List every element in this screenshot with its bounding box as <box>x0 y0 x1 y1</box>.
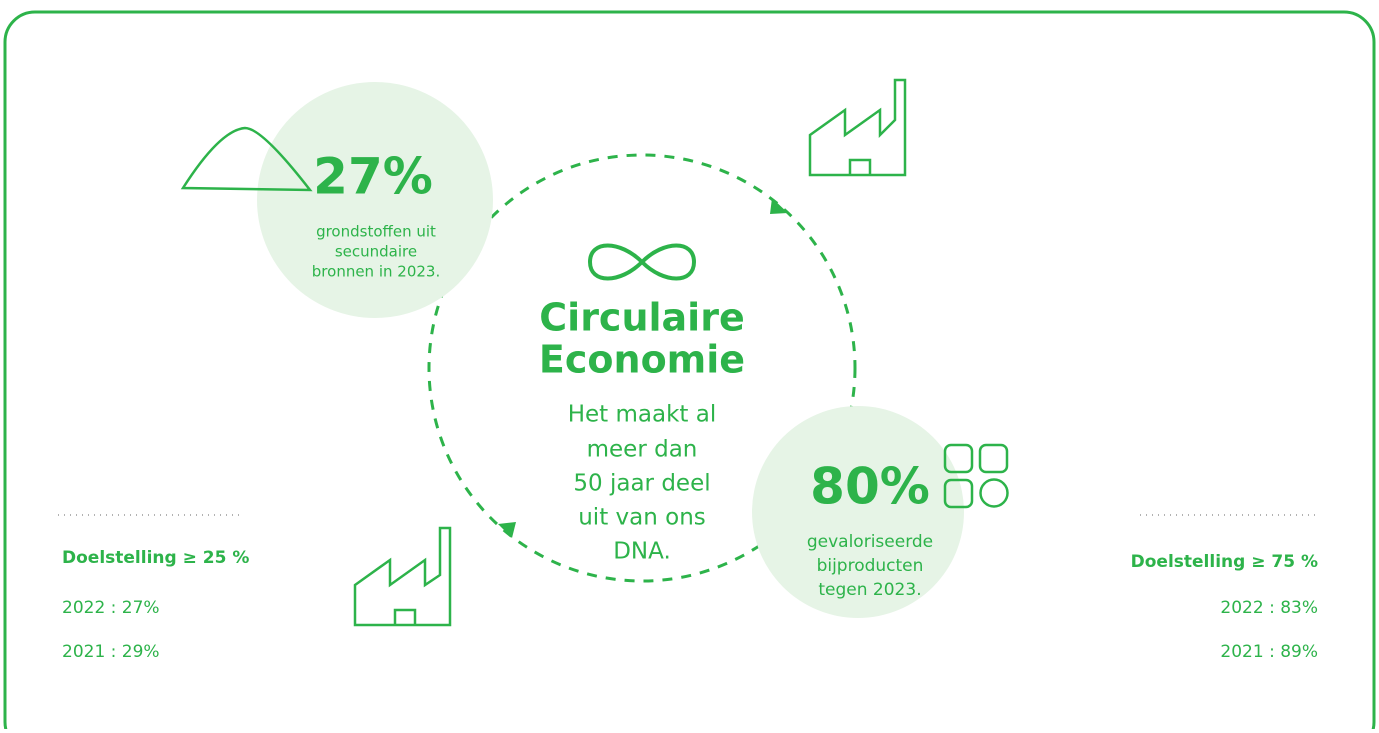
square <box>943 443 974 474</box>
stat-value: 27% <box>313 148 433 206</box>
body: uit van ons <box>578 505 706 531</box>
body: Het maakt al <box>568 402 717 428</box>
arrow <box>498 522 516 538</box>
body: DNA. <box>613 539 671 565</box>
target-label: Doelstelling ≥ 25 % <box>62 548 249 568</box>
history: 2021 : 89% <box>1220 642 1318 662</box>
title: Economie <box>539 338 745 382</box>
history: 2022 : 83% <box>1220 598 1318 618</box>
factory <box>353 526 452 627</box>
stat-circle <box>752 406 964 618</box>
history: 2021 : 29% <box>62 642 160 662</box>
circle-icon <box>979 478 1009 508</box>
caption: secundaire <box>335 243 417 261</box>
target-label: Doelstelling ≥ 75 % <box>1131 552 1318 572</box>
square <box>943 478 974 509</box>
stat-circle <box>257 82 493 318</box>
sand-pile <box>180 126 313 192</box>
frame <box>3 10 1376 733</box>
square <box>978 443 1009 474</box>
caption: bijproducten <box>817 556 924 576</box>
caption: tegen 2023. <box>818 580 921 600</box>
icons <box>58 78 1318 627</box>
cycle <box>427 153 857 583</box>
caption: grondstoffen uit <box>316 223 436 241</box>
body: 50 jaar deel <box>573 471 710 497</box>
caption: gevaloriseerde <box>807 532 933 552</box>
body: meer dan <box>587 437 698 463</box>
history: 2022 : 27% <box>62 598 160 618</box>
title: Circulaire <box>539 296 744 340</box>
stat-value: 80% <box>810 458 930 516</box>
caption: bronnen in 2023. <box>312 263 440 281</box>
factory <box>808 78 907 177</box>
infinity-logo <box>587 243 697 281</box>
arrow <box>770 198 788 214</box>
